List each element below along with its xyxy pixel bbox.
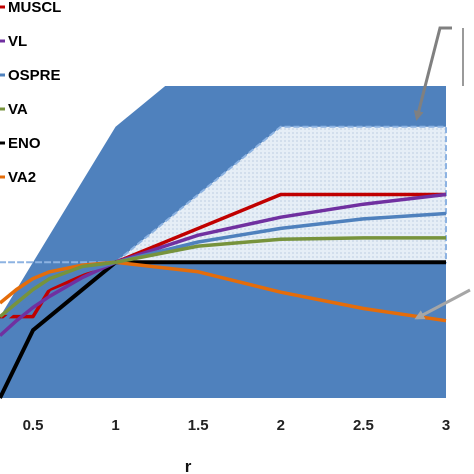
series-layer (0, 192, 447, 399)
series-line-ospre (0, 211, 447, 325)
annotation-arrow-lower (414, 288, 471, 320)
legend-label-ospre: OSPRE (8, 67, 61, 84)
series-line-va (0, 236, 446, 318)
annotations (413, 26, 471, 320)
legend: MUSCL VL OSPRE VA ENO VA2 (0, 0, 61, 186)
series-line-vl (0, 192, 447, 337)
x-axis-title: r (185, 457, 192, 474)
legend-label-vl: VL (8, 33, 27, 50)
legend-label-va: VA (8, 101, 28, 118)
x-tick-label: 2 (277, 417, 285, 434)
legend-label-eno: ENO (8, 135, 41, 152)
regions (0, 86, 447, 398)
annotation-arrow-upper (413, 26, 452, 121)
x-tick-label: 1 (111, 417, 119, 434)
x-axis: 0.5 1 1.5 2 2.5 3 (23, 417, 451, 434)
x-tick-label: 0.5 (23, 417, 44, 434)
legend-label-va2: VA2 (8, 169, 36, 186)
x-tick-label: 3 (442, 417, 450, 434)
legend-label-muscl: MUSCL (8, 0, 61, 16)
x-tick-label: 2.5 (353, 417, 374, 434)
series-line-eno (0, 260, 446, 399)
x-tick-label: 1.5 (188, 417, 209, 434)
